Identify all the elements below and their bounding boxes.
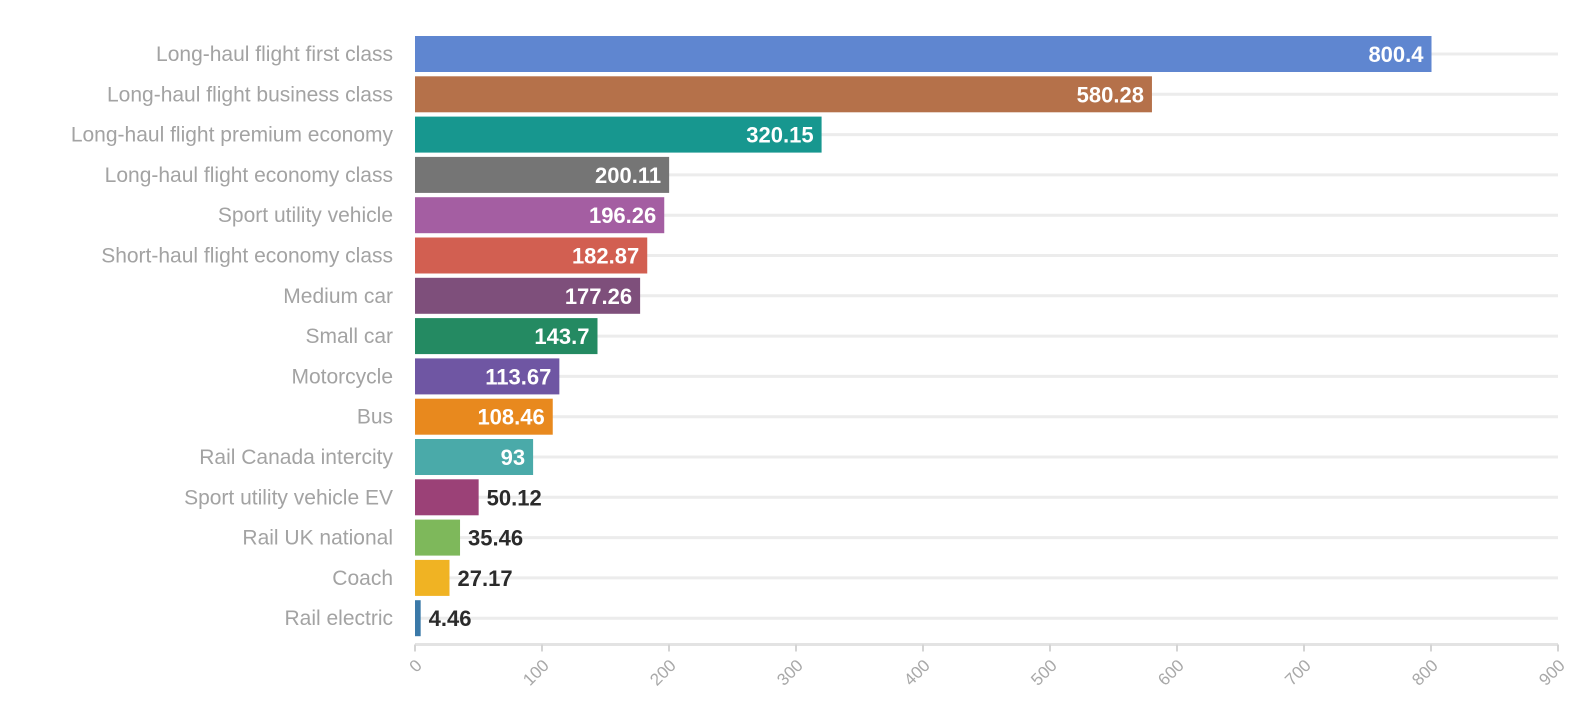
bar	[415, 479, 479, 516]
value-label: 800.4	[1368, 42, 1424, 67]
value-label: 320.15	[746, 123, 813, 148]
category-label: Medium car	[283, 285, 393, 308]
value-label: 4.46	[429, 606, 472, 631]
category-label: Sport utility vehicle EV	[184, 486, 393, 509]
bar	[415, 600, 421, 637]
category-label: Long-haul flight business class	[107, 83, 393, 106]
value-label: 93	[501, 445, 525, 470]
category-label: Rail UK national	[242, 527, 393, 550]
category-label: Rail Canada intercity	[199, 446, 393, 469]
value-label: 200.11	[595, 163, 661, 188]
category-label: Short-haul flight economy class	[101, 245, 393, 268]
bar	[415, 559, 450, 596]
x-tick-label: 700	[1281, 656, 1314, 689]
category-label: Long-haul flight first class	[156, 43, 393, 66]
bar	[415, 156, 670, 193]
bar	[415, 318, 598, 355]
bar	[415, 439, 534, 475]
value-label: 35.46	[468, 526, 523, 551]
x-tick-label: 900	[1535, 656, 1568, 689]
category-label: Rail electric	[284, 607, 393, 630]
x-tick-label: 200	[646, 656, 679, 689]
value-label: 50.12	[487, 485, 542, 510]
bar	[415, 197, 665, 234]
category-label: Long-haul flight premium economy	[71, 124, 394, 147]
category-label: Bus	[357, 406, 393, 429]
bar	[415, 398, 553, 435]
bar	[415, 277, 641, 314]
bar	[415, 237, 648, 274]
value-label: 27.17	[458, 566, 513, 591]
bar	[415, 116, 822, 153]
value-label: 177.26	[565, 284, 632, 309]
category-label: Sport utility vehicle	[218, 204, 393, 227]
x-tick-label: 400	[900, 656, 933, 689]
x-axis: 0 100 200 300 400 500 600 700 800 900	[406, 643, 1569, 689]
category-label: Small car	[305, 325, 393, 348]
x-tick-label: 300	[773, 656, 806, 689]
value-label: 143.7	[534, 324, 589, 349]
value-label: 108.46	[477, 405, 544, 430]
x-tick-label: 0	[406, 656, 426, 676]
bar	[415, 36, 1432, 72]
bar	[415, 358, 560, 395]
value-label: 182.87	[572, 244, 639, 269]
value-label: 580.28	[1077, 82, 1144, 107]
x-tick-label: 800	[1408, 656, 1441, 689]
bars	[415, 36, 1432, 637]
value-label: 113.67	[485, 364, 551, 389]
bar	[415, 76, 1152, 113]
value-labels: 800.4 580.28 320.15 200.11 196.26 182.87 177.2…	[429, 42, 1425, 631]
category-labels: Long-haul flight first class Long-haul fl…	[71, 43, 394, 630]
category-label: Motorcycle	[291, 365, 393, 388]
x-tick-label: 100	[519, 656, 552, 689]
category-label: Coach	[332, 567, 393, 590]
x-tick-label: 500	[1027, 656, 1060, 689]
bar	[415, 519, 461, 556]
value-label: 196.26	[589, 203, 656, 228]
x-tick-label: 600	[1154, 656, 1187, 689]
category-label: Long-haul flight economy class	[105, 164, 393, 187]
